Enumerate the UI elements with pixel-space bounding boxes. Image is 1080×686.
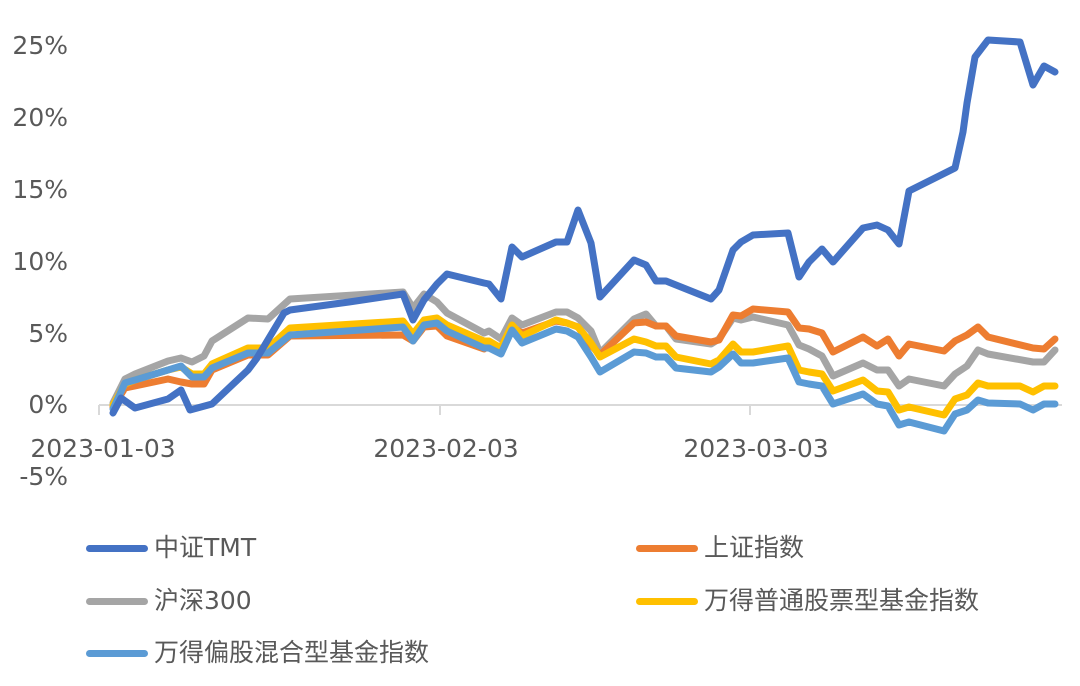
legend-item-csi300[interactable]: 沪深300	[86, 586, 252, 616]
y-tick-label: -5%	[19, 462, 68, 491]
legend-label: 万得偏股混合型基金指数	[154, 638, 430, 667]
series-line	[109, 288, 1059, 407]
x-tick-label: 2023-01-03	[30, 434, 176, 463]
legend-swatch-icon	[86, 597, 148, 605]
series-lines	[109, 36, 1059, 435]
y-tick-label: 0%	[28, 390, 68, 419]
x-tick-label: 2023-03-03	[683, 434, 829, 463]
legend-swatch-icon	[636, 544, 698, 552]
legend-label: 中证TMT	[154, 533, 257, 562]
legend-item-tmt[interactable]: 中证TMT	[86, 533, 256, 563]
legend-item-stock-fund[interactable]: 万得普通股票型基金指数	[636, 586, 979, 616]
legend-swatch-icon	[86, 544, 148, 552]
series-line	[109, 314, 1059, 419]
y-tick-label: 20%	[12, 103, 68, 132]
y-tick-label: 5%	[28, 319, 68, 348]
legend-item-hybrid-fund[interactable]: 万得偏股混合型基金指数	[86, 638, 429, 668]
y-tick-label: 25%	[12, 31, 68, 60]
legend-swatch-icon	[636, 597, 698, 605]
legend-item-shanghai[interactable]: 上证指数	[636, 533, 804, 563]
legend-label: 万得普通股票型基金指数	[704, 586, 980, 615]
legend-label: 沪深300	[154, 586, 252, 615]
series-line	[109, 36, 1059, 417]
legend-label: 上证指数	[704, 533, 805, 562]
y-tick-label: 15%	[12, 175, 68, 204]
series-line	[109, 319, 1059, 435]
legend-swatch-icon	[86, 649, 148, 657]
y-tick-label: 10%	[12, 247, 68, 276]
x-tick-label: 2023-02-03	[373, 434, 519, 463]
